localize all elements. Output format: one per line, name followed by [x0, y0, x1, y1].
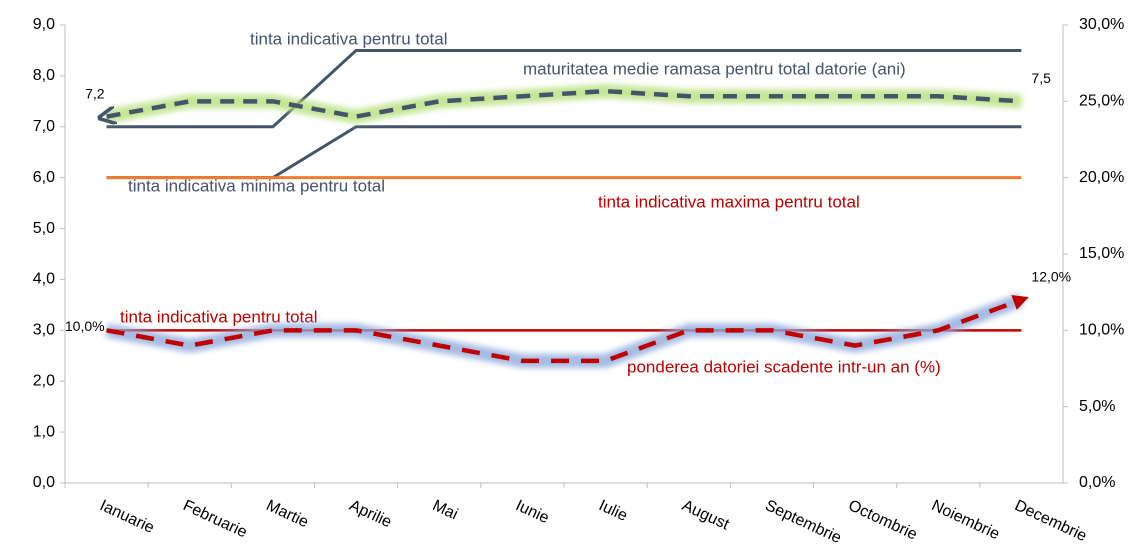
x-tick-label: Septembrie	[762, 497, 843, 547]
y-tick-label: 0,0	[33, 474, 55, 491]
x-tick-label: Februarie	[180, 497, 249, 541]
x-tick-label: Iulie	[596, 497, 630, 525]
y2-tick-label: 5,0%	[1079, 398, 1115, 415]
y-tick-label: 2,0	[33, 372, 55, 389]
y2-tick-label: 0,0%	[1079, 474, 1115, 491]
series-label: tinta indicativa maxima pentru total	[598, 192, 860, 211]
x-tick-label: Aprilie	[347, 497, 395, 531]
series-line	[107, 88, 1022, 116]
y-tick-label: 7,0	[33, 118, 55, 135]
x-tick-label: Noiembrie	[929, 497, 1002, 543]
y-tick-label: 5,0	[33, 220, 55, 237]
y2-tick-label: 20,0%	[1079, 169, 1124, 186]
y-tick-label: 9,0	[33, 16, 55, 33]
x-tick-label: Octombrie	[846, 497, 920, 544]
series-line	[106, 48, 1022, 129]
series-line	[106, 295, 1029, 364]
series-label: maturitatea medie ramasa pentru total da…	[523, 59, 906, 78]
series-label: tinta indicativa minima pentru total	[128, 176, 385, 195]
y-tick-label: 1,0	[33, 423, 55, 440]
y-tick-label: 6,0	[33, 169, 55, 186]
x-tick-label: Mai	[430, 497, 461, 523]
y2-tick-label: 10,0%	[1079, 322, 1124, 339]
y2-tick-label: 15,0%	[1079, 245, 1124, 262]
x-tick-label: Decembrie	[1012, 497, 1089, 545]
series-label: ponderea datoriei scadente intr-un an (%…	[627, 357, 941, 376]
x-tick-label: Iunie	[513, 497, 552, 527]
y-tick-label: 4,0	[33, 271, 55, 288]
x-tick-label: Ianuarie	[97, 497, 157, 537]
series-label: tinta indicativa pentru total	[120, 307, 318, 326]
y-tick-label: 3,0	[33, 322, 55, 339]
series-label: tinta indicativa pentru total	[250, 29, 448, 48]
y-tick-label: 8,0	[33, 67, 55, 84]
y2-tick-label: 30,0%	[1079, 16, 1124, 33]
y2-tick-label: 25,0%	[1079, 93, 1124, 110]
data-label: 12,0%	[1031, 269, 1071, 285]
x-tick-label: August	[679, 497, 732, 534]
data-label: 7,2	[85, 85, 105, 101]
data-label: 10,0%	[65, 318, 105, 334]
series-line	[106, 125, 1022, 180]
data-label: 7,5	[1031, 70, 1051, 86]
x-tick-label: Martie	[263, 497, 311, 531]
